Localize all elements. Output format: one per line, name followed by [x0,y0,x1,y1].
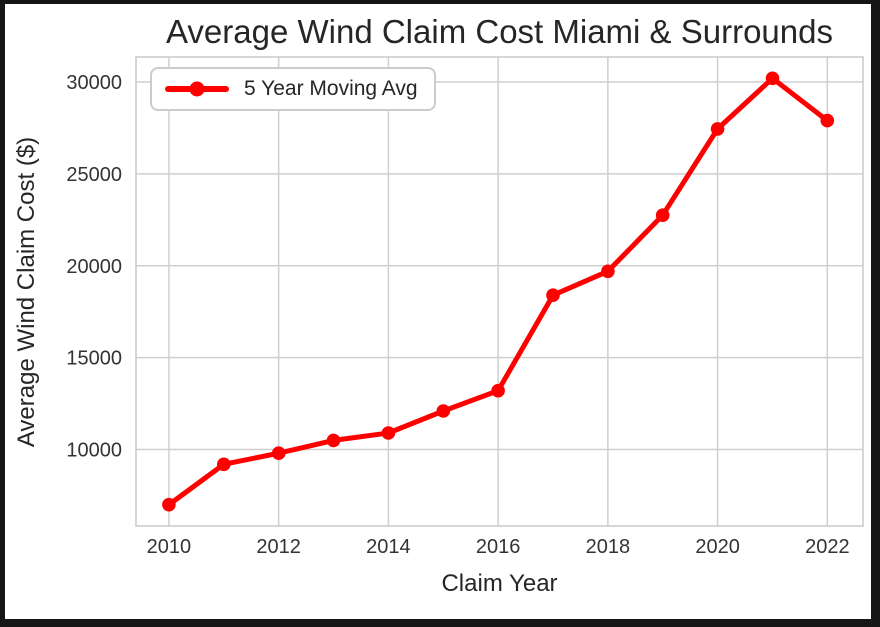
data-point-marker [381,426,396,440]
x-tick-label: 2010 [147,536,192,558]
x-tick-label: 2022 [805,536,850,558]
legend: 5 Year Moving Avg [150,67,436,111]
data-point-marker [491,383,505,398]
legend-label: 5 Year Moving Avg [244,77,418,100]
chart-title: Average Wind Claim Cost Miami & Surround… [166,13,833,50]
x-tick-label: 2012 [256,536,301,558]
data-point-marker [601,264,615,279]
data-point-marker [436,404,451,418]
legend-line-marker-icon [165,81,229,97]
data-point-marker [326,433,341,448]
y-tick-label: 15000 [66,348,122,370]
data-point-marker [765,71,780,86]
x-tick-label: 2018 [586,536,631,558]
data-point-marker [655,208,670,222]
y-tick-label: 30000 [66,72,122,94]
plot-area: 10000 15000 20000 25000 30000 2010 2012 2014 201… [66,56,864,558]
y-tick-label: 25000 [66,164,122,186]
x-axis-label: Claim Year [441,570,558,597]
x-tick-label: 2014 [366,536,411,558]
plot-frame [135,56,864,527]
x-tick-label: 2020 [695,536,740,558]
data-point-marker [710,122,725,136]
data-point-marker [217,457,231,472]
data-point-marker [271,446,286,461]
y-tick-label: 10000 [66,440,122,462]
x-tick-label: 2016 [476,536,521,558]
data-point-marker [546,288,560,303]
data-point-marker [820,113,835,128]
y-tick-label: 20000 [66,256,122,278]
data-point-marker [162,497,176,512]
